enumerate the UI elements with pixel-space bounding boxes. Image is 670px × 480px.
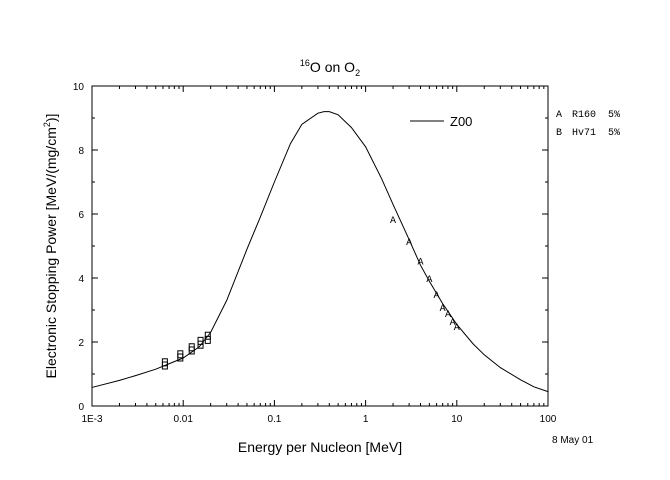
x-tick-label: 100 [540, 414, 557, 425]
y-axis-label: Electronic Stopping Power [MeV/(mg/cm2)] [42, 114, 59, 379]
x-tick-label: 10 [451, 414, 463, 425]
y-axis-label-main: Electronic Stopping Power [MeV/(mg/cm [43, 127, 59, 378]
plot-frame [91, 85, 549, 407]
x-tick-label: 1 [363, 414, 369, 425]
title-target-sub: 2 [355, 68, 360, 78]
x-axis-ticks [91, 86, 549, 406]
data-point-b [204, 335, 211, 344]
x-tick-label: 0.1 [267, 414, 281, 425]
side-legend-b-text: Hv71 5% [572, 128, 620, 139]
y-axis-tick-labels: 0 2 4 6 8 10 [73, 82, 85, 413]
series-b-markers [161, 331, 211, 370]
x-tick-label: 0.01 [173, 414, 193, 425]
y-tick-label: 2 [78, 338, 84, 349]
legend-line-label: Z00 [450, 114, 472, 129]
y-tick-label: 10 [73, 82, 85, 93]
data-point-a: A [450, 318, 456, 329]
data-point-a: A [434, 291, 440, 302]
title-mass-number: 16 [300, 58, 310, 68]
data-point-a: A [406, 238, 412, 249]
y-tick-label: 8 [78, 146, 84, 157]
chart-title: 16O on O2 [300, 58, 360, 78]
date-stamp: 8 May 01 [552, 435, 594, 446]
side-legend-a-text: R160 5% [572, 110, 620, 121]
data-point-b [197, 336, 204, 345]
x-tick-label: 1E-3 [81, 414, 103, 425]
side-legend-b-marker: B [556, 128, 562, 139]
data-point-a: A [426, 275, 432, 286]
x-axis-label: Energy per Nucleon [MeV] [238, 439, 402, 455]
data-point-b [161, 358, 168, 367]
data-point-a: A [445, 310, 451, 321]
side-legend-a-marker: A [556, 110, 562, 121]
data-point-a: A [454, 323, 460, 334]
y-axis-ticks [92, 85, 548, 407]
y-axis-label-close: )] [43, 114, 59, 123]
data-point-a: A [440, 304, 446, 315]
x-axis-tick-labels: 1E-3 0.01 0.1 1 10 100 [81, 414, 556, 425]
y-tick-label: 0 [78, 402, 84, 413]
data-point-a: A [418, 257, 424, 268]
data-point-b [177, 350, 184, 359]
data-point-b [188, 343, 195, 352]
y-tick-label: 6 [78, 210, 84, 221]
title-ion: O on O [310, 59, 355, 75]
data-point-a: A [390, 216, 396, 227]
z00-curve [91, 111, 549, 393]
y-axis-label-sup: 2 [42, 122, 52, 127]
data-point-b [204, 331, 211, 340]
y-tick-label: 4 [78, 274, 84, 285]
